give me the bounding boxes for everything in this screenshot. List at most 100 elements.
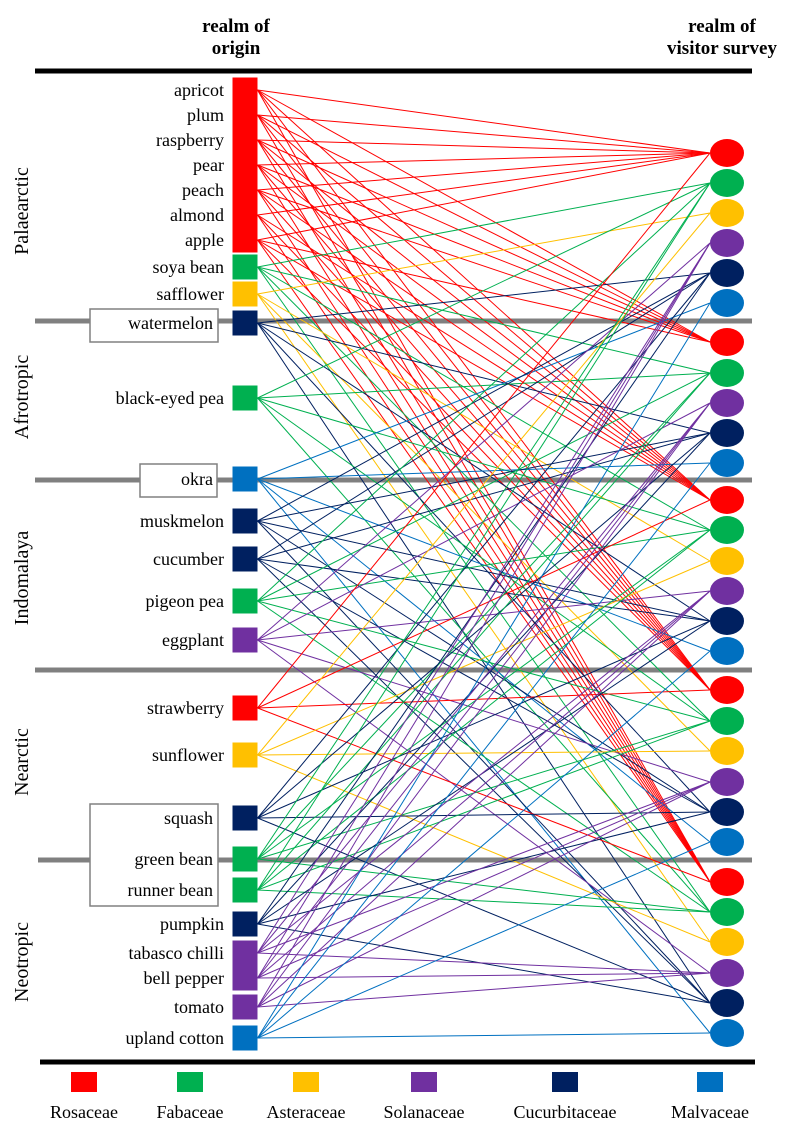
link-almond-to-node-11: [257, 214, 711, 501]
link-almond-to-node-0: [257, 152, 711, 216]
crop-square-apricot: [232, 77, 258, 103]
link-squash-to-node-4: [257, 272, 711, 819]
crop-label-tomato: tomato: [174, 997, 224, 1017]
crop-square-tabasco-chilli: [232, 940, 258, 966]
link-tabasco-chilli-to-node-20: [257, 781, 711, 954]
link-apricot-to-node-17: [257, 89, 711, 691]
crop-label-runner-bean: runner bean: [128, 880, 213, 900]
origin-header-line1: realm of: [202, 16, 270, 37]
crop-square-soya-bean: [232, 254, 258, 280]
link-muskmelon-to-node-9: [257, 432, 711, 522]
crop-label-pumpkin: pumpkin: [160, 914, 224, 934]
visitor-node-palaearctic-ast: [710, 199, 744, 227]
link-cucumber-to-node-15: [257, 558, 711, 622]
link-tomato-to-node-20: [257, 781, 711, 1008]
link-apricot-to-node-6: [257, 89, 711, 343]
crop-label-safflower: safflower: [156, 284, 224, 304]
visitor-node-indomalaya-sol: [710, 577, 744, 605]
link-squash-to-node-27: [257, 817, 711, 1004]
link-raspberry-to-node-23: [257, 139, 711, 883]
legend-swatch-cucurbitaceae: [552, 1072, 578, 1092]
visitor-node-afrotropic-cuc: [710, 419, 744, 447]
visitor-header-line1: realm of: [688, 16, 756, 37]
link-upland-cotton-to-node-5: [257, 302, 711, 1039]
link-soya-bean-to-node-12: [257, 266, 711, 531]
link-muskmelon-to-node-27: [257, 520, 711, 1004]
crop-label-cucumber: cucumber: [153, 549, 224, 569]
link-black-eyed-pea-to-node-24: [257, 397, 711, 913]
visitor-node-nearctic-sol: [710, 768, 744, 796]
bean-squash-frame: [89, 803, 219, 907]
crop-square-safflower: [232, 281, 258, 307]
link-upland-cotton-to-node-28: [257, 1032, 711, 1039]
crop-square-black-eyed-pea: [232, 385, 258, 411]
crop-square-green-bean: [232, 846, 258, 872]
link-apple-to-node-23: [257, 239, 711, 883]
crop-square-bell-pepper: [232, 965, 258, 991]
crop-square-muskmelon: [232, 508, 258, 534]
link-green-bean-to-node-18: [257, 720, 711, 860]
visitor-node-indomalaya-ros: [710, 486, 744, 514]
link-soya-bean-to-node-18: [257, 266, 711, 722]
link-okra-to-node-10: [257, 462, 711, 480]
visitor-node-nearctic-ros: [710, 676, 744, 704]
link-watermelon-to-node-9: [257, 322, 711, 434]
realm-label-nearctic: Nearctic: [11, 728, 33, 796]
visitor-node-nearctic-fab: [710, 707, 744, 735]
crop-label-strawberry: strawberry: [147, 698, 224, 718]
crop-label-sunflower: sunflower: [152, 745, 224, 765]
visitor-node-neotropic-sol: [710, 959, 744, 987]
link-apricot-to-node-0: [257, 89, 711, 154]
link-watermelon-to-node-21: [257, 322, 711, 813]
crop-label-black-eyed-pea: black-eyed pea: [116, 388, 224, 408]
visitor-node-afrotropic-ros: [710, 328, 744, 356]
crop-square-almond: [232, 202, 258, 228]
crop-square-upland-cotton: [232, 1025, 258, 1051]
crop-square-tomato: [232, 994, 258, 1020]
link-green-bean-to-node-1: [257, 182, 711, 860]
origin-header-line2: origin: [212, 38, 261, 59]
crop-label-soya-bean: soya bean: [153, 257, 224, 277]
link-pear-to-node-0: [257, 152, 711, 166]
crop-label-raspberry: raspberry: [156, 130, 224, 150]
visitor-node-neotropic-mal: [710, 1019, 744, 1047]
link-peach-to-node-11: [257, 189, 711, 501]
crop-label-plum: plum: [187, 105, 224, 125]
link-tabasco-chilli-to-node-8: [257, 402, 711, 954]
link-muskmelon-to-node-4: [257, 272, 711, 522]
legend-swatch-rosaceae: [71, 1072, 97, 1092]
realm-label-neotropic: Neotropic: [11, 922, 33, 1002]
link-watermelon-to-node-15: [257, 322, 711, 622]
link-sunflower-to-node-19: [257, 750, 711, 756]
link-safflower-to-node-2: [257, 212, 711, 295]
link-runner-bean-to-node-18: [257, 720, 711, 891]
link-eggplant-to-node-26: [257, 639, 711, 974]
visitor-node-nearctic-ast: [710, 737, 744, 765]
link-watermelon-to-node-27: [257, 322, 711, 1004]
link-black-eyed-pea-to-node-12: [257, 397, 711, 531]
link-plum-to-node-0: [257, 114, 711, 154]
visitor-node-afrotropic-sol: [710, 389, 744, 417]
visitor-node-indomalaya-cuc: [710, 607, 744, 635]
visitor-node-afrotropic-fab: [710, 359, 744, 387]
link-bell-pepper-to-node-20: [257, 781, 711, 979]
link-apple-to-node-11: [257, 239, 711, 501]
crop-label-bell-pepper: bell pepper: [144, 968, 224, 988]
link-green-bean-to-node-12: [257, 529, 711, 860]
link-bell-pepper-to-node-3: [257, 242, 711, 979]
visitor-nodes-layer: [710, 139, 744, 1047]
visitor-node-indomalaya-ast: [710, 547, 744, 575]
visitor-node-indomalaya-mal: [710, 637, 744, 665]
crop-label-pigeon-pea: pigeon pea: [146, 591, 224, 611]
legend-swatch-asteraceae: [293, 1072, 319, 1092]
link-cucumber-to-node-21: [257, 558, 711, 813]
link-pigeon-pea-to-node-12: [257, 529, 711, 602]
link-apricot-to-node-23: [257, 89, 711, 883]
link-sunflower-to-node-2: [257, 212, 711, 756]
link-strawberry-to-node-17: [257, 689, 711, 709]
crop-labels-layer: apricot plum raspberry pear peach almond apple…: [116, 80, 224, 1048]
link-okra-to-node-5: [257, 302, 711, 480]
link-tomato-to-node-14: [257, 590, 711, 1008]
visitor-node-neotropic-ast: [710, 928, 744, 956]
